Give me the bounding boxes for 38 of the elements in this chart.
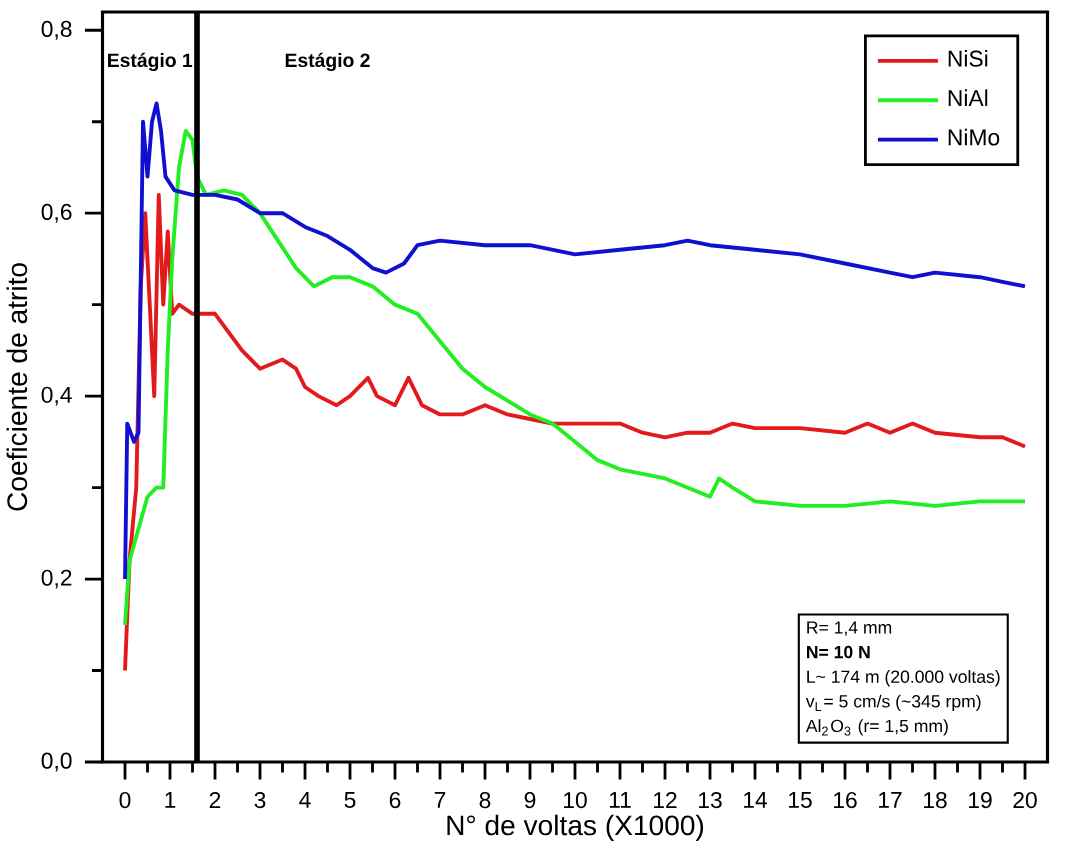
x-tick-label: 8	[479, 792, 491, 809]
annotation: N= 10 N	[807, 645, 870, 659]
x-tick-label: 5	[344, 791, 356, 808]
legend-label: NiSi	[948, 49, 988, 67]
x-tick-label: 15	[789, 791, 812, 808]
x-tick-label: 4	[299, 791, 311, 808]
x-tick-label: 3	[254, 792, 266, 809]
x-tick-label: 20	[1013, 792, 1037, 809]
annotation: L~ 174 m (20.000 voltas)	[807, 670, 1000, 687]
x-tick-label: 2	[209, 792, 221, 808]
x-tick-label: 13	[699, 792, 722, 809]
x-tick-label: 18	[924, 792, 947, 809]
x-tick-label: 14	[744, 791, 768, 808]
x-tick-label: 1	[165, 791, 176, 808]
y-tick-label: 0,6	[41, 203, 72, 223]
annotation: v$_{L}$= 5 cm/s (~345 rpm)	[805, 694, 981, 712]
legend-label: NiAl	[948, 89, 988, 106]
x-tick-label: 0	[119, 792, 131, 809]
y-axis-title: Coeficiente de atrito	[6, 263, 28, 511]
annotation: Estágio 2	[285, 52, 370, 72]
legend-label: NiMo	[948, 128, 1000, 146]
y-tick-label: 0,2	[41, 569, 72, 589]
annotation: Al$_{2}$O$_{3}$ (r= 1,5 mm)	[805, 719, 948, 736]
x-tick-label: 11	[609, 791, 631, 808]
x-tick-label: 19	[969, 792, 992, 809]
x-tick-label: 7	[434, 791, 446, 808]
annotation: Estágio 1	[108, 52, 193, 72]
x-tick-label: 12	[654, 792, 677, 808]
x-tick-label: 10	[564, 792, 587, 809]
annotation: R= 1,4 mm	[807, 621, 892, 636]
y-tick-label: 0,8	[41, 20, 72, 40]
x-tick-label: 6	[389, 792, 401, 809]
x-tick-label: 17	[879, 791, 902, 808]
x-axis-title: N° de voltas (X1000)	[447, 814, 704, 841]
x-tick-label: 9	[524, 792, 536, 809]
x-tick-label: 16	[834, 792, 857, 809]
y-tick-label: 0,0	[41, 752, 72, 772]
y-tick-label: 0,4	[41, 386, 72, 406]
